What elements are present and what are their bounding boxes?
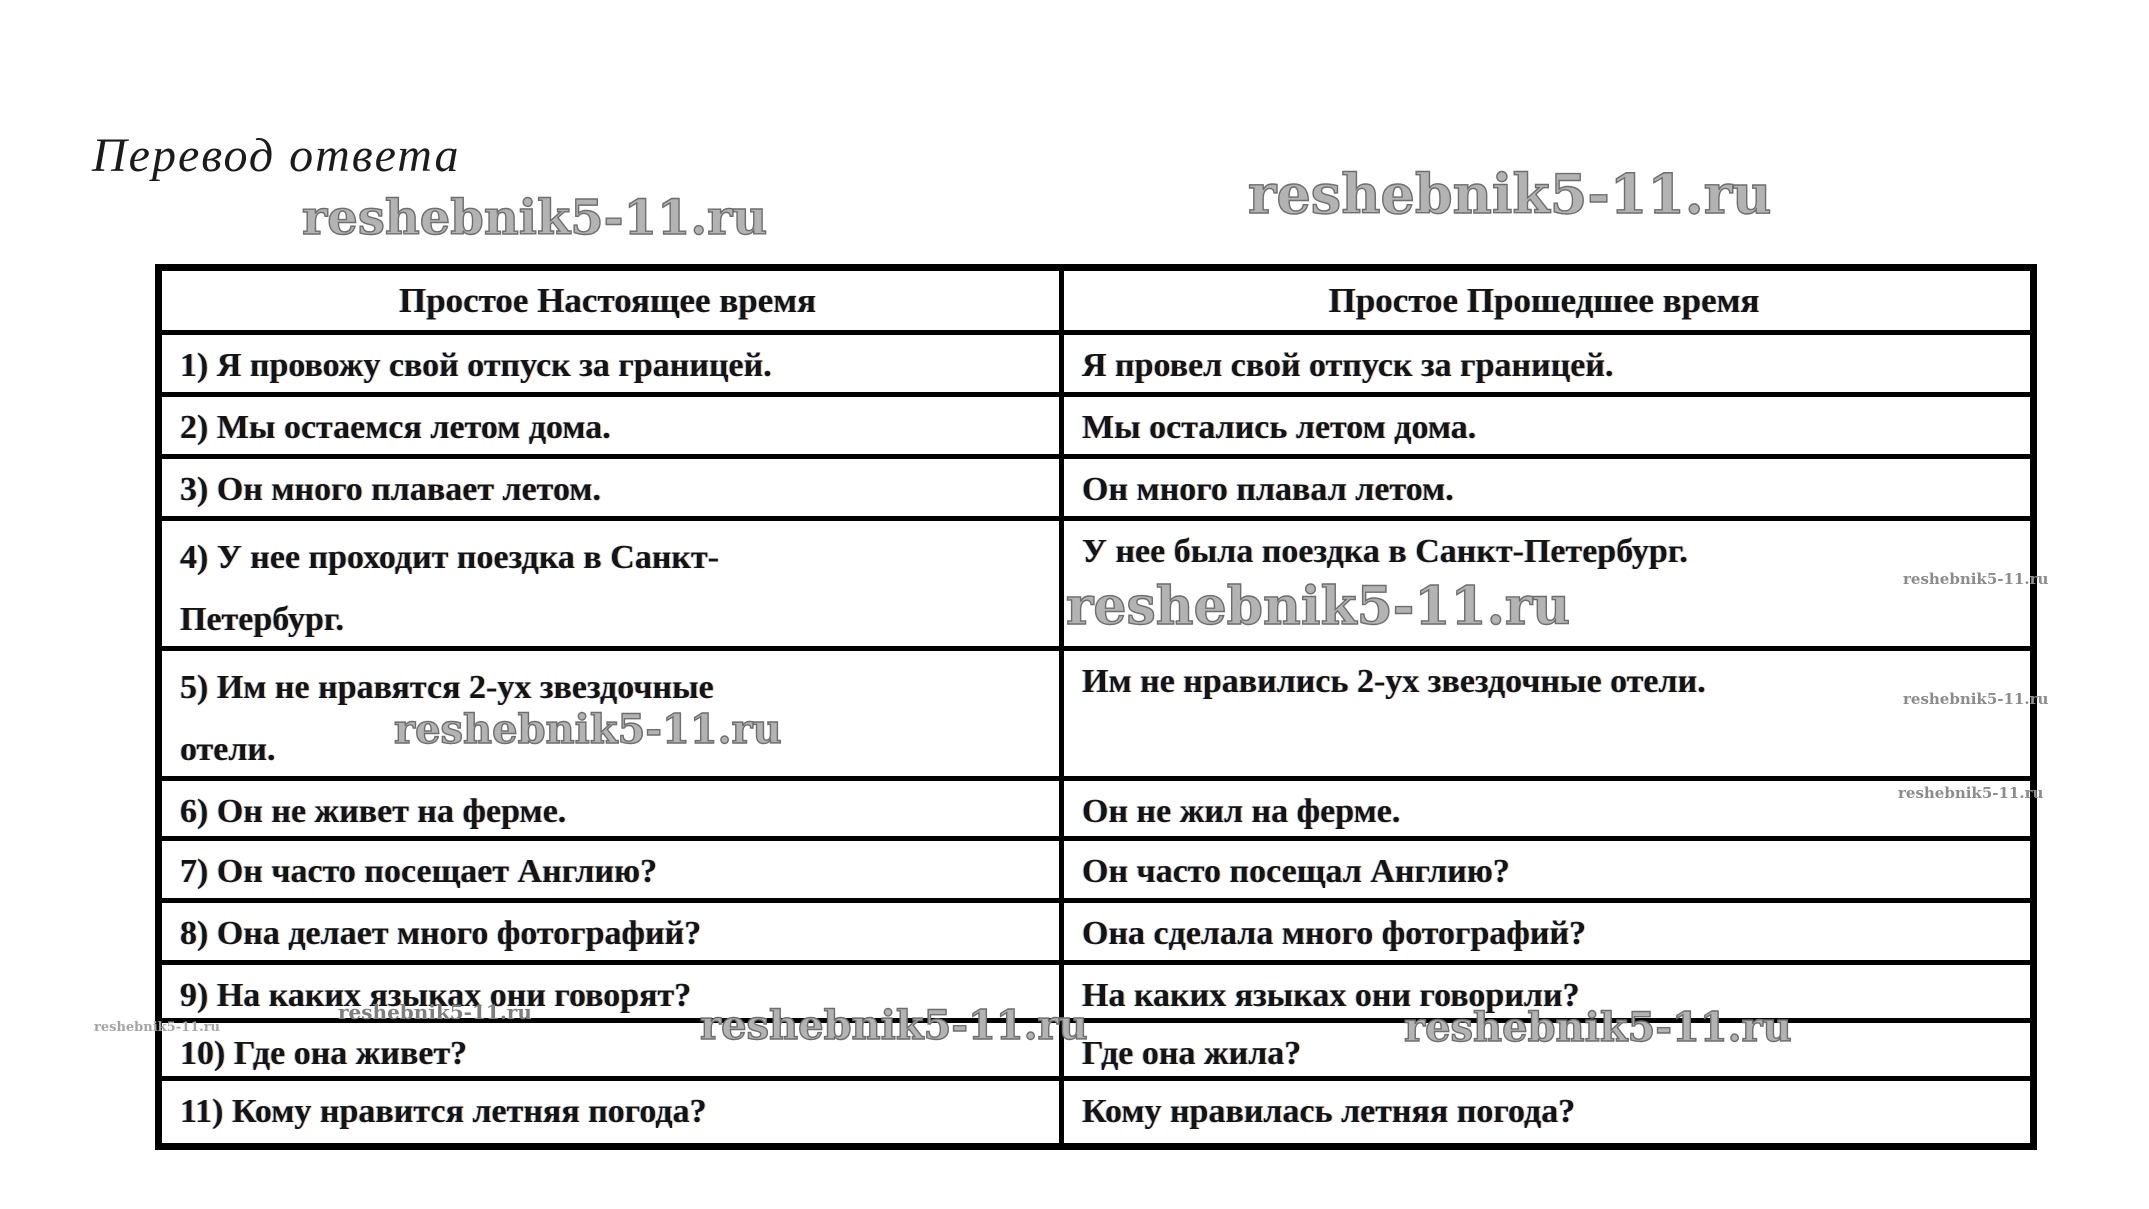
past-cell-1: Я провел свой отпуск за границей. [1064, 335, 2030, 397]
column-header-past: Простое Прошедшее время [1064, 271, 2030, 335]
watermark-row5-left-cell: reshebnik5-11.ru [393, 705, 782, 753]
present-cell-3: 3) Он много плавает летом. [162, 459, 1064, 521]
present-cell-11: 11) Кому нравится летняя погода? [162, 1081, 1064, 1143]
past-cell-6: Он не жил на ферме. [1064, 781, 2030, 841]
watermark-row10-left-edge-tiny: reshebnik5-11.ru [94, 1020, 221, 1035]
watermark-row6-tiny: reshebnik5-11.ru [1898, 784, 2044, 802]
watermark-row5-tiny: reshebnik5-11.ru [1903, 690, 2049, 708]
column-header-present: Простое Настоящее время [162, 271, 1064, 335]
present-cell-4: 4) У нее проходит поездка в Санкт- Петер… [162, 521, 1064, 651]
present-cell-6: 6) Он не живет на ферме. [162, 781, 1064, 841]
present-cell-9: 9) На каких языках они говорят? [162, 965, 1064, 1023]
watermark-under-title: reshebnik5-11.ru [301, 189, 768, 246]
watermark-row10-right-cell: reshebnik5-11.ru [1403, 1003, 1792, 1051]
present-cell-1: 1) Я провожу свой отпуск за границей. [162, 335, 1064, 397]
watermark-row4-right-cell: reshebnik5-11.ru [1065, 575, 1571, 637]
past-cell-8: Она сделала много фотографий? [1064, 903, 2030, 965]
past-cell-2: Мы остались летом дома. [1064, 397, 2030, 459]
page-title: Перевод ответа [92, 129, 461, 182]
watermark-row10-left-cell: reshebnik5-11.ru [699, 1001, 1088, 1049]
watermark-top-right: reshebnik5-11.ru [1247, 161, 1772, 226]
watermark-row4-tiny: reshebnik5-11.ru [1903, 570, 2049, 588]
translation-table: Простое Настоящее время Простое Прошедше… [155, 264, 2037, 1150]
present-cell-5: 5) Им не нравятся 2-ух звездочные отели. [162, 651, 1064, 781]
present-cell-8: 8) Она делает много фотографий? [162, 903, 1064, 965]
past-cell-7: Он часто посещал Англию? [1064, 841, 2030, 903]
past-cell-10: Где она жила? [1064, 1023, 2030, 1081]
present-cell-10: 10) Где она живет? [162, 1023, 1064, 1081]
present-cell-2: 2) Мы остаемся летом дома. [162, 397, 1064, 459]
watermark-row10-small: reshebnik5-11.ru [338, 1000, 532, 1024]
past-cell-11: Кому нравилась летняя погода? [1082, 1093, 1576, 1130]
past-cell-3: Он много плавал летом. [1064, 459, 2030, 521]
past-cell-4: У нее была поездка в Санкт-Петербург. [1064, 521, 2030, 651]
past-cell-9: На каких языках они говорили? [1064, 965, 2030, 1023]
present-cell-7: 7) Он часто посещает Англию? [162, 841, 1064, 903]
past-cell-5: Им не нравились 2-ух звездочные отели. [1064, 651, 2030, 781]
